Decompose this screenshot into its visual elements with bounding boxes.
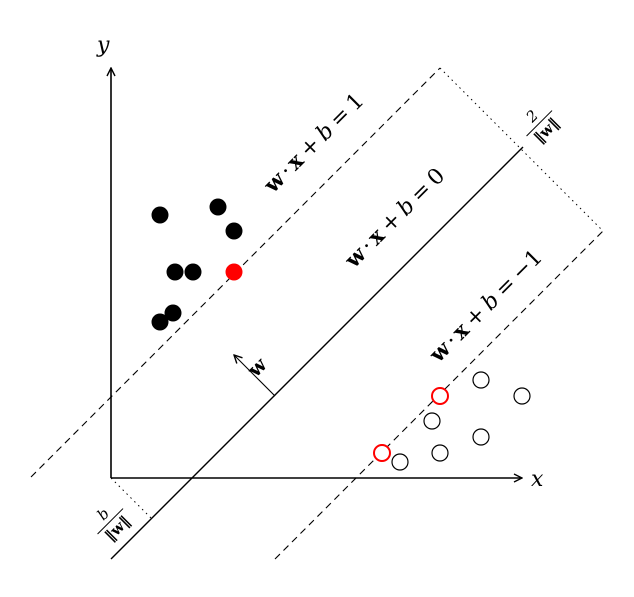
decision-boundary-line — [110, 146, 524, 560]
svg-text:w·x+b=1: w·x+b=1 — [258, 88, 369, 199]
offset-fraction: b ‖w‖ — [93, 504, 133, 544]
negative-point — [472, 428, 490, 446]
svg-text:w·x+b=0: w·x+b=0 — [339, 163, 450, 274]
positive-point — [225, 222, 243, 240]
svg-text:w: w — [242, 352, 272, 382]
negative-class-points — [373, 371, 531, 471]
svg-text:w·x+b=−1: w·x+b=−1 — [424, 244, 548, 368]
support-vector-negative — [373, 444, 391, 462]
positive-margin-equation: w·x+b=1 — [258, 88, 369, 199]
negative-point — [431, 444, 449, 462]
support-vector-negative — [431, 387, 449, 405]
positive-point — [184, 263, 202, 281]
positive-point — [151, 313, 169, 331]
x-axis-label: x — [531, 467, 544, 492]
positive-class-points — [151, 198, 243, 331]
negative-point — [513, 387, 531, 405]
negative-point — [423, 412, 441, 430]
decision-boundary-equation: w·x+b=0 — [339, 163, 450, 274]
positive-point — [151, 206, 169, 224]
offset-guide — [110, 477, 153, 520]
normal-vector-arrow — [234, 355, 276, 397]
positive-point — [166, 263, 184, 281]
negative-margin-equation: w·x+b=−1 — [424, 244, 548, 368]
margin-guide-top — [439, 67, 604, 232]
positive-point — [209, 198, 227, 216]
margin-width-fraction: 2 ‖w‖ — [522, 106, 563, 146]
positive-point — [164, 304, 182, 322]
negative-point — [472, 371, 490, 389]
negative-point — [391, 453, 409, 471]
normal-vector-label: w — [242, 352, 272, 382]
support-vector-positive — [225, 263, 243, 281]
y-axis-label: y — [96, 33, 110, 58]
